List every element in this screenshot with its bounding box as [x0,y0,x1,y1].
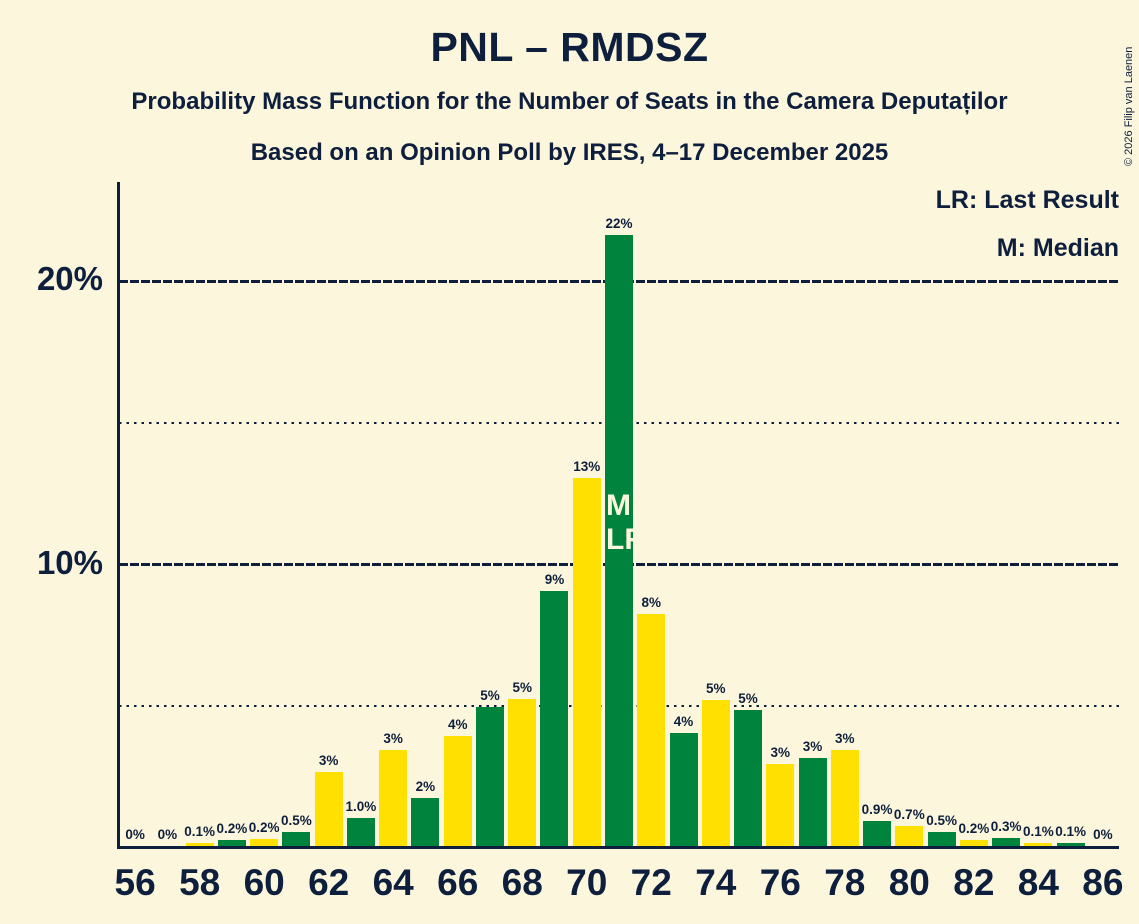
bar-value-label-seat-70: 13% [573,459,601,474]
bar-value-label-seat-85: 0.1% [1055,824,1086,839]
bar-value-label-seat-68: 5% [512,680,532,695]
bar-seat-72 [637,614,666,846]
bar-value-label-seat-56: 0% [125,827,145,842]
bar-seat-81 [927,832,956,846]
y-axis-label-20: 20% [36,260,103,297]
bar-seat-73 [669,733,698,846]
bar-seat-66 [443,736,472,846]
bar-value-label-seat-67: 5% [480,688,500,703]
bar-value-label-seat-61: 0.5% [281,813,312,828]
bar-value-label-seat-66: 4% [447,717,468,732]
x-tick-86: 86 [1082,862,1124,903]
legend-median: M: Median [996,234,1119,262]
copyright-notice: © 2026 Filip van Laenen [1123,46,1135,166]
x-tick-58: 58 [179,862,221,903]
bar-seat-68 [508,699,537,846]
bar-seat-63 [346,818,375,846]
bar-value-label-seat-86: 0% [1093,827,1113,842]
x-tick-62: 62 [308,862,350,903]
bar-seat-60 [250,839,279,846]
bar-seat-85 [1056,843,1085,846]
bar-value-label-seat-75: 5% [738,691,758,706]
bar-seat-58 [185,843,214,846]
bar-value-label-seat-64: 3% [383,731,403,746]
bar-value-label-seat-79: 0.9% [861,802,893,817]
x-tick-68: 68 [501,862,543,903]
x-tick-74: 74 [695,862,737,903]
bar-seat-83 [992,838,1021,846]
bar-seat-70 [572,478,601,846]
bar-value-label-seat-71: 22% [605,216,633,231]
bar-seat-65 [411,798,440,846]
y-axis-line [117,182,120,849]
y-axis-label-10: 10% [36,544,103,581]
chart-subtitle: Probability Mass Function for the Number… [131,88,1008,115]
bar-value-label-seat-60: 0.2% [248,820,280,835]
x-tick-60: 60 [243,862,285,903]
bar-seat-84 [1024,843,1053,846]
bar-seat-61 [282,832,311,846]
bar-seat-79 [863,821,892,846]
chart-title: PNL – RMDSZ [430,24,709,70]
bar-seat-62 [314,772,343,846]
bar-seat-80 [895,826,924,846]
chart-source-line: Based on an Opinion Poll by IRES, 4–17 D… [250,139,889,166]
bar-seat-77 [798,758,827,846]
bar-value-label-seat-72: 8% [641,595,661,610]
bar-seat-69 [540,591,569,846]
bar-value-label-seat-76: 3% [770,745,791,760]
x-tick-66: 66 [437,862,479,903]
x-tick-70: 70 [566,862,608,903]
x-tick-56: 56 [114,862,156,903]
bar-value-label-seat-57: 0% [157,827,178,842]
x-tick-72: 72 [630,862,672,903]
bar-seat-67 [475,707,504,846]
x-axis-line [117,846,1119,849]
legend-last-result: LR: Last Result [935,186,1119,214]
x-tick-76: 76 [759,862,801,903]
bar-value-label-seat-65: 2% [415,779,436,794]
bar-value-label-seat-81: 0.5% [926,813,957,828]
bar-value-label-seat-82: 0.2% [958,821,990,836]
x-tick-80: 80 [888,862,930,903]
bar-seat-82 [959,840,988,846]
bar-seat-64 [379,750,408,846]
bar-value-label-seat-83: 0.3% [990,819,1022,834]
bar-value-label-seat-63: 1.0% [345,799,377,814]
x-tick-78: 78 [824,862,866,903]
bar-seat-75 [734,710,763,846]
bar-value-label-seat-80: 0.7% [893,807,925,822]
x-tick-64: 64 [372,862,414,903]
x-tick-82: 82 [953,862,995,903]
bar-value-label-seat-78: 3% [835,731,855,746]
median-last-result-annotation: M LR [606,489,646,556]
bar-seat-74 [701,700,730,846]
bar-value-label-seat-73: 4% [673,714,694,729]
bar-seat-71 [605,235,633,846]
bar-seat-78 [830,750,859,846]
bar-value-label-seat-84: 0.1% [1022,824,1054,839]
bar-value-label-seat-69: 9% [544,572,565,587]
bar-value-label-seat-62: 3% [318,753,339,768]
bar-value-label-seat-59: 0.2% [216,821,248,836]
bar-value-label-seat-74: 5% [706,681,726,696]
bar-value-label-seat-58: 0.1% [184,824,216,839]
bar-value-label-seat-77: 3% [802,739,823,754]
bar-seat-76 [766,764,795,846]
bar-seat-59 [217,840,246,846]
x-tick-84: 84 [1017,862,1059,903]
